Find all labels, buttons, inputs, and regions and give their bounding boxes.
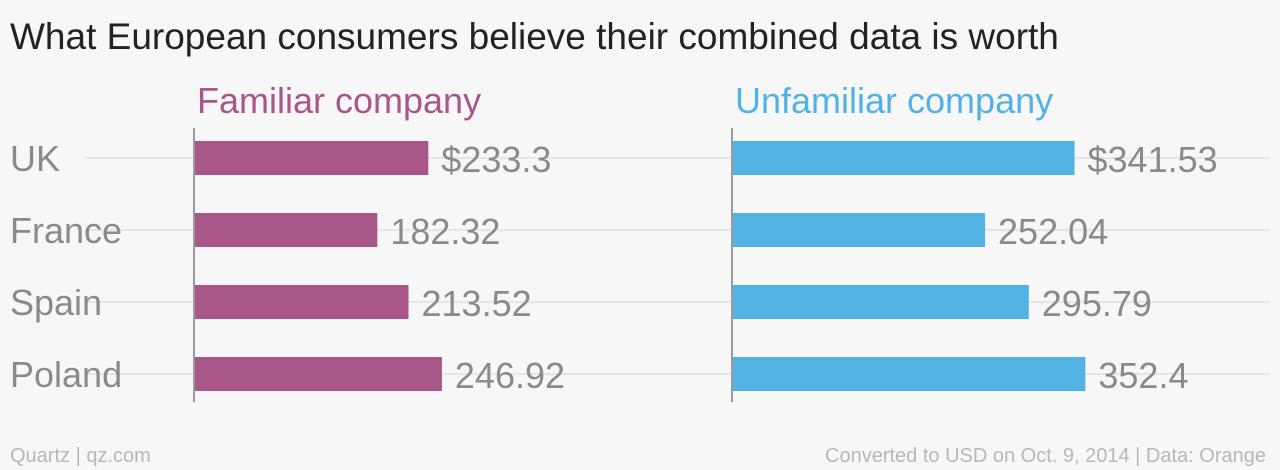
panel-unfamiliar-company: Unfamiliar company $341.53 252.04 295.79 352…	[731, 80, 1218, 402]
category-labels: UK France Spain Poland	[10, 138, 122, 395]
footer-source-right: Converted to USD on Oct. 9, 2014 | Data:…	[825, 445, 1266, 467]
value-label-familiar-company-uk: $233.3	[441, 139, 551, 180]
value-label-unfamiliar-company-poland: 352.4	[1098, 355, 1188, 396]
bar-familiar-company-spain	[195, 285, 409, 319]
panel-title-familiar-company: Familiar company	[197, 80, 481, 121]
value-label-familiar-company-france: 182.32	[390, 211, 500, 252]
category-label-france: France	[10, 210, 122, 251]
bar-unfamiliar-company-uk	[733, 141, 1075, 175]
bar-unfamiliar-company-spain	[733, 285, 1029, 319]
bar-familiar-company-france	[195, 213, 378, 247]
bar-familiar-company-poland	[195, 357, 442, 391]
panel-familiar-company: Familiar company $233.3 182.32 213.52 246.92	[193, 80, 565, 402]
category-label-poland: Poland	[10, 354, 122, 395]
value-label-unfamiliar-company-uk: $341.53	[1088, 139, 1218, 180]
value-label-unfamiliar-company-france: 252.04	[998, 211, 1108, 252]
gridlines	[85, 157, 1270, 375]
value-label-familiar-company-spain: 213.52	[422, 283, 532, 324]
chart-title: What European consumers believe their co…	[10, 16, 1059, 57]
bar-unfamiliar-company-poland	[733, 357, 1086, 391]
footer-source-left: Quartz | qz.com	[10, 445, 151, 467]
bar-familiar-company-uk	[195, 141, 429, 175]
category-label-uk: UK	[10, 138, 60, 179]
bar-unfamiliar-company-france	[733, 213, 986, 247]
value-label-familiar-company-poland: 246.92	[455, 355, 565, 396]
category-label-spain: Spain	[10, 282, 102, 323]
panels: Familiar company $233.3 182.32 213.52 246.92…	[193, 80, 1218, 402]
value-label-unfamiliar-company-spain: 295.79	[1042, 283, 1152, 324]
panel-title-unfamiliar-company: Unfamiliar company	[735, 80, 1053, 121]
